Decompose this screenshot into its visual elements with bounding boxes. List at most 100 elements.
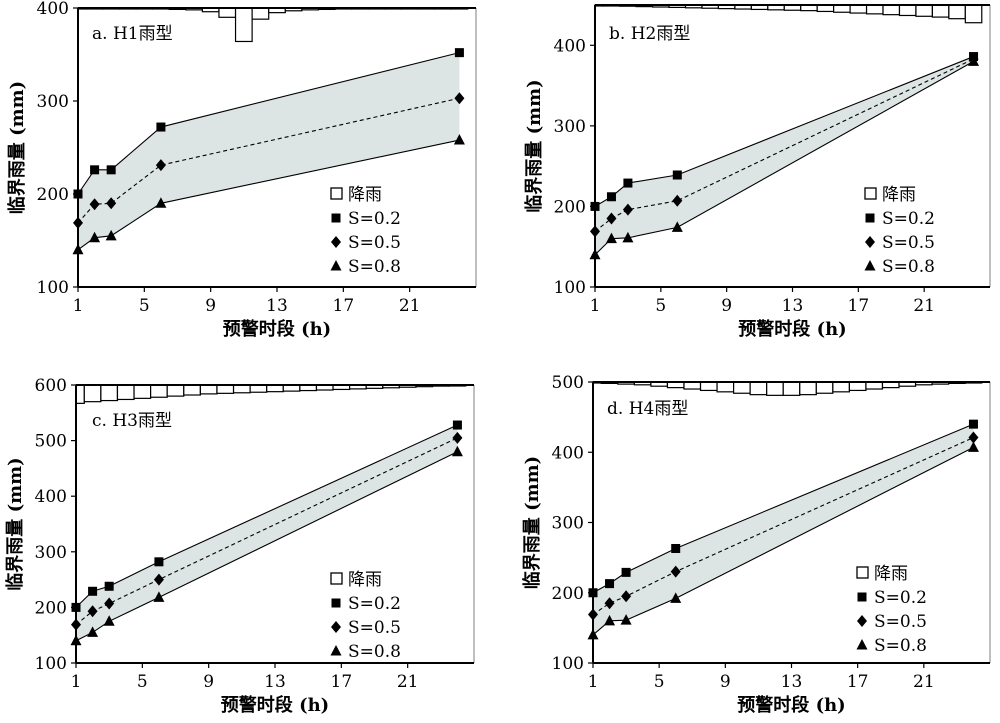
data-point-square [90, 165, 100, 175]
data-point-diamond [89, 198, 100, 211]
x-tick-label: 17 [847, 672, 869, 692]
rain-bar [251, 7, 270, 20]
legend-rain-icon [864, 187, 877, 200]
rain-bar [199, 384, 218, 395]
data-point-triangle [153, 591, 165, 602]
panel-label: b. H2雨型 [609, 24, 690, 44]
rain-bar [100, 384, 119, 402]
data-point-triangle [87, 626, 99, 637]
rain-bar [915, 4, 933, 17]
data-point-diamond [622, 203, 633, 216]
x-tick-label: 17 [333, 296, 355, 316]
y-tick-label: 200 [35, 598, 67, 618]
data-point-triangle [671, 221, 683, 232]
data-point-triangle [89, 231, 101, 243]
x-axis-title: 预警时段 (h) [221, 694, 329, 716]
rain-bar [733, 381, 751, 394]
rain-bar [216, 384, 235, 394]
y-tick-label: 300 [552, 514, 584, 534]
data-point-triangle [622, 231, 634, 243]
legend-diamond-icon [865, 236, 875, 248]
data-point-triangle [604, 614, 616, 626]
legend-label: S=0.5 [348, 618, 401, 638]
x-tick-label: 1 [73, 296, 84, 316]
y-tick-label: 300 [35, 543, 67, 563]
y-tick-label: 500 [35, 432, 67, 452]
data-point-diamond [606, 212, 617, 225]
data-point-diamond [87, 605, 98, 618]
x-tick-label: 13 [266, 296, 288, 316]
x-tick-label: 5 [139, 296, 150, 316]
legend-diamond-icon [331, 236, 341, 248]
data-point-triangle [453, 134, 465, 145]
rain-bar [799, 381, 817, 396]
legend-label: 降雨 [348, 185, 382, 205]
rain-bar [815, 381, 834, 394]
y-tick-label: 100 [37, 278, 69, 298]
data-point-square [454, 48, 464, 58]
y-axis-title: 临界雨量 (mm) [521, 456, 543, 589]
rain-bar [150, 384, 168, 398]
rain-bar [183, 384, 201, 396]
rain-bar [75, 384, 85, 404]
legend-square-icon [857, 592, 867, 602]
data-point-square [104, 581, 114, 591]
series-line-diamond [594, 58, 974, 232]
series-line-diamond [77, 97, 460, 224]
rain-bar [166, 384, 185, 397]
x-tick-label: 9 [203, 672, 214, 692]
rain-bar [218, 7, 237, 18]
legend-label: S=0.2 [882, 209, 935, 229]
rain-bar [116, 384, 135, 401]
data-point-square [154, 557, 164, 567]
legend: 降雨 S=0.2 S=0.5 S=0.8 [864, 185, 935, 277]
legend-label: S=0.5 [874, 612, 927, 632]
rain-bar [833, 4, 851, 13]
confidence-band [593, 424, 974, 635]
x-tick-label: 5 [137, 672, 148, 692]
y-axis-title: 临界雨量 (mm) [4, 457, 26, 590]
data-point-square [452, 420, 462, 430]
legend-square-icon [331, 598, 341, 608]
y-tick-label: 400 [35, 487, 67, 507]
data-point-diamond [968, 431, 979, 444]
rain-bar [749, 381, 768, 396]
legend-triangle-icon [856, 639, 868, 650]
rain-bar [266, 384, 284, 393]
legend-square-icon [865, 213, 875, 223]
rain-bar [232, 384, 251, 394]
y-tick-label: 300 [554, 117, 586, 137]
legend-rain-icon [856, 566, 869, 579]
y-tick-label: 100 [35, 654, 67, 674]
data-point-square [621, 567, 631, 577]
confidence-band [76, 425, 458, 641]
rain-bar [849, 4, 868, 14]
rain-bar [931, 4, 950, 18]
legend-label: S=0.2 [348, 209, 401, 229]
y-axis-title: 临界雨量 (mm) [523, 79, 545, 212]
y-tick-label: 300 [37, 92, 69, 112]
confidence-band [595, 56, 974, 255]
data-point-square [623, 178, 633, 188]
data-point-triangle [451, 445, 463, 457]
rain-bar [882, 4, 901, 16]
legend-label: S=0.8 [874, 636, 927, 656]
data-point-diamond [155, 159, 166, 172]
data-point-triangle [103, 615, 115, 626]
rain-bar [249, 384, 268, 393]
rain-bar [865, 4, 884, 15]
x-tick-label: 17 [331, 672, 353, 692]
data-point-triangle [670, 592, 682, 603]
rain-bar [133, 384, 152, 399]
data-point-square [968, 419, 978, 429]
legend-diamond-icon [331, 621, 341, 633]
data-point-triangle [967, 441, 979, 452]
legend-square-icon [331, 213, 341, 223]
y-tick-label: 400 [37, 0, 69, 19]
data-point-square [106, 165, 116, 175]
x-tick-label: 1 [71, 672, 82, 692]
rain-bar [964, 4, 983, 24]
panel-d: 100 200 300 400 500 1 5 9 13 17 21 预警时段 (h) 临界雨量 (mm… [521, 373, 991, 716]
panel-label: d. H4雨型 [607, 399, 688, 419]
x-tick-label: 9 [721, 296, 732, 316]
